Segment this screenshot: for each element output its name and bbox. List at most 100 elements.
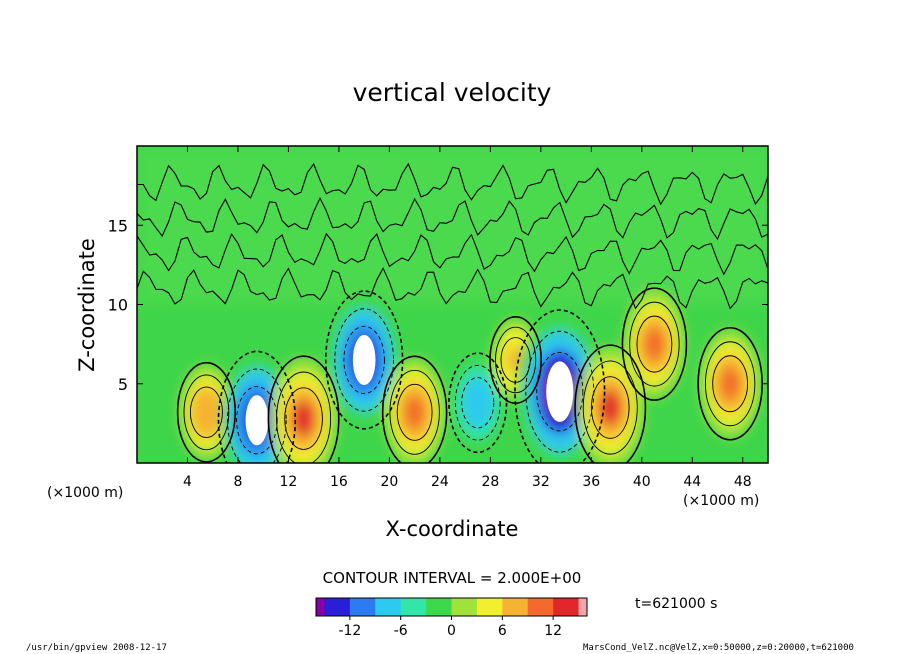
y-axis-label: Z-coordinate [75, 238, 99, 372]
time-label: t=621000 s [635, 596, 717, 612]
y-tick-label: 5 [118, 375, 128, 394]
upper-contour-2 [137, 197, 768, 241]
contour-7-0 [514, 309, 606, 463]
contour-8-1 [582, 360, 638, 455]
contour-1-1 [227, 368, 287, 463]
colorbar-segment [434, 598, 444, 616]
x-tick-label: 40 [633, 474, 651, 490]
contour-2-0 [267, 355, 340, 463]
x-units-right: (×1000 m) [683, 493, 759, 509]
contour-interval-text: CONTOUR INTERVAL = 2.000E+00 [323, 569, 582, 587]
colorbar-segment [349, 598, 359, 616]
contour-0-0 [176, 361, 237, 463]
colorbar-segment [544, 598, 554, 616]
x-tick-label: 24 [431, 474, 449, 490]
colorbar-segment [324, 598, 334, 616]
colorbar-segment [409, 598, 419, 616]
updraft-blob-2-3 [292, 400, 315, 437]
contour-3-2 [343, 325, 385, 395]
x-tick-label: 48 [734, 474, 752, 490]
colorbar-segment [451, 598, 461, 616]
x-tick-label: 12 [280, 474, 298, 490]
colorbar-segment [375, 598, 385, 616]
x-tick-label: 20 [380, 474, 398, 490]
footer-right-text: MarsCond_VelZ.nc@VelZ,x=0:50000,z=0:2000… [583, 643, 854, 653]
contour-5-2 [461, 377, 495, 429]
contour-1-0 [217, 350, 297, 463]
offscale-core-3 [352, 334, 376, 386]
upper-contour-3 [137, 162, 768, 206]
updraft-blob-4-3 [404, 395, 426, 429]
contour-1-2 [236, 386, 278, 455]
contour-10-2 [712, 355, 749, 413]
colorbar-segment [485, 598, 495, 616]
x-tick-label: 28 [481, 474, 499, 490]
contour-4-0 [381, 355, 448, 463]
colorbar-tick-label: 6 [498, 623, 507, 639]
colorbar-segment [426, 598, 436, 616]
contour-8-2 [590, 376, 630, 439]
contour-10-1 [704, 341, 756, 427]
footer-left-text: /usr/bin/gpview 2008-12-17 [26, 643, 167, 653]
x-tick-label: 16 [330, 474, 348, 490]
contour-lines [137, 162, 768, 463]
chart-title: vertical velocity [353, 78, 552, 107]
x-units-left: (×1000 m) [47, 485, 123, 501]
colorbar-tick-label: 0 [447, 623, 456, 639]
contour-0-2 [189, 386, 223, 438]
contour-7-2 [536, 351, 584, 432]
colorbar-segment [553, 598, 563, 616]
colorbar-tick-label: -12 [338, 623, 361, 639]
colorbar-tick-label: 12 [544, 623, 562, 639]
contour-9-1 [629, 301, 680, 387]
colorbar-segment [527, 598, 537, 616]
plot-area [136, 145, 769, 464]
colorbar-segment [358, 598, 368, 616]
contour-6-1 [495, 326, 537, 394]
colorbar-segment [316, 598, 325, 616]
colorbar-segment [366, 598, 376, 616]
x-axis-label: X-coordinate [386, 517, 519, 541]
contour-5-1 [454, 364, 501, 441]
colorbar-segment [459, 598, 469, 616]
colorbar-tick-label: -6 [394, 623, 408, 639]
x-tick-label: 44 [683, 474, 701, 490]
y-tick-label: 15 [108, 216, 128, 235]
colorbar-segment [468, 598, 478, 616]
colorbar-segment [510, 598, 520, 616]
offscale-core-7 [546, 361, 574, 422]
contour-5-0 [448, 352, 508, 454]
colorbar-segment [392, 598, 402, 616]
contour-4-2 [396, 383, 433, 441]
upper-contour-1 [137, 232, 768, 276]
contour-2-2 [284, 387, 323, 450]
contour-9-2 [636, 315, 673, 373]
colorbar-segment [502, 598, 512, 616]
x-tick-label: 36 [582, 474, 600, 490]
x-tick-label: 8 [233, 474, 242, 490]
colorbar-segment [443, 598, 452, 616]
contour-0-1 [183, 374, 230, 451]
colorbar-segment [578, 598, 588, 616]
colorbar-segment [476, 598, 486, 616]
colorbar-segment [400, 598, 410, 616]
y-tick-label: 10 [108, 296, 128, 315]
x-axis: 4 8 12 16 20 24 28 32 36 40 44 48 [183, 146, 752, 490]
contour-2-1 [276, 371, 332, 463]
colorbar-segment [341, 598, 351, 616]
contour-4-1 [389, 369, 440, 455]
colorbar-segment [536, 598, 546, 616]
offscale-core-1 [245, 395, 269, 446]
colorbar-segment [561, 598, 571, 616]
colorbar-segment [332, 598, 342, 616]
updraft-blob-10-3 [719, 367, 741, 401]
x-tick-label: 4 [183, 474, 192, 490]
colorbar-segment [570, 598, 580, 616]
downdraft-blob-5-3 [468, 387, 488, 418]
colorbar-segment [417, 598, 427, 616]
contour-3-1 [334, 308, 394, 412]
y-axis: 5 10 15 [108, 216, 768, 394]
contour-9-0 [621, 287, 688, 401]
colorbar: -12 -6 0 6 12 [315, 597, 588, 639]
